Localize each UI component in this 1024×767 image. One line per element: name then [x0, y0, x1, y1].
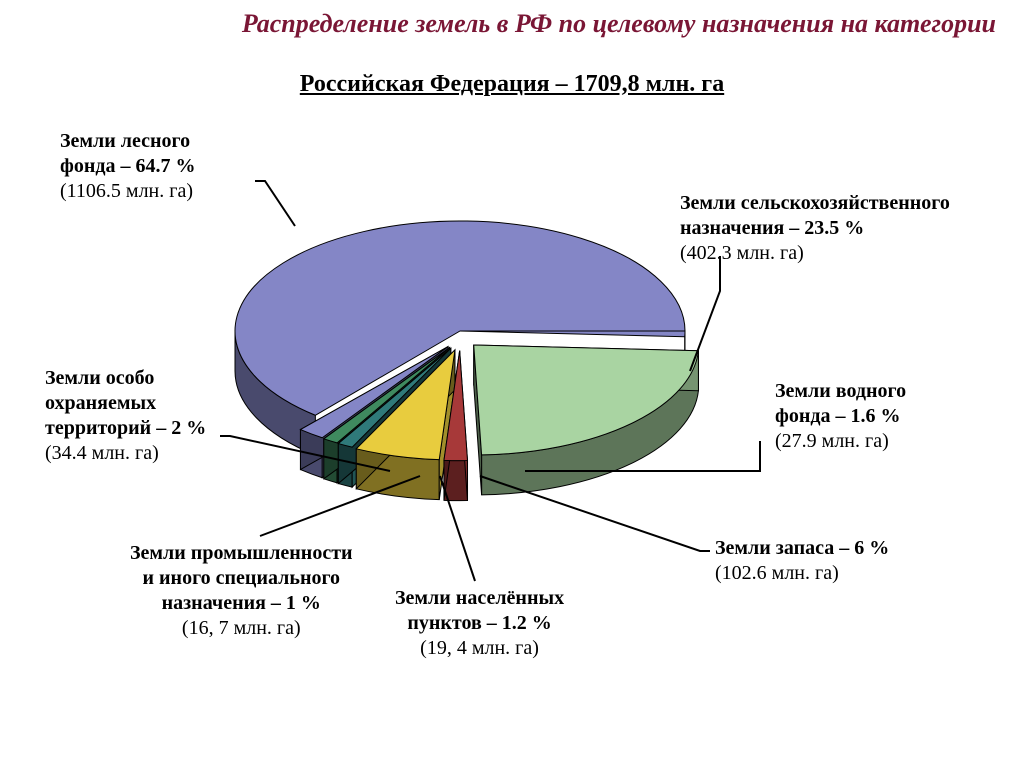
label-agri: Земли сельскохозяйственногоназначения – … — [680, 191, 950, 266]
label-water: Земли водногофонда – 1.6 %(27.9 млн. га) — [775, 379, 906, 454]
label-industry: Земли промышленностии иного специального… — [130, 541, 353, 641]
label-line: фонда – 64.7 % — [60, 154, 195, 179]
label-detail: (27.9 млн. га) — [775, 429, 906, 454]
label-line: Земли особо — [45, 366, 206, 391]
label-detail: (402.3 млн. га) — [680, 241, 950, 266]
label-detail: (16, 7 млн. га) — [130, 616, 353, 641]
page-title: Распределение земель в РФ по целевому на… — [0, 0, 1024, 41]
label-forest: Земли лесногофонда – 64.7 %(1106.5 млн. … — [60, 129, 195, 204]
label-reserve: Земли запаса – 6 %(102.6 млн. га) — [715, 536, 889, 586]
page-title-text: Распределение земель в РФ по целевому на… — [242, 9, 996, 38]
label-detail: (19, 4 млн. га) — [395, 636, 564, 661]
label-line: Земли промышленности — [130, 541, 353, 566]
label-line: фонда – 1.6 % — [775, 404, 906, 429]
label-detail: (102.6 млн. га) — [715, 561, 889, 586]
label-line: назначения – 23.5 % — [680, 216, 950, 241]
label-line: Земли лесного — [60, 129, 195, 154]
label-line: охраняемых — [45, 391, 206, 416]
label-detail: (1106.5 млн. га) — [60, 179, 195, 204]
label-line: пунктов – 1.2 % — [395, 611, 564, 636]
label-protected: Земли особоохраняемыхтерриторий – 2 %(34… — [45, 366, 206, 466]
label-line: территорий – 2 % — [45, 416, 206, 441]
label-line: Земли сельскохозяйственного — [680, 191, 950, 216]
label-line: Земли населённых — [395, 586, 564, 611]
label-line: Земли запаса – 6 % — [715, 536, 889, 561]
label-line: и иного специального — [130, 566, 353, 591]
label-line: назначения – 1 % — [130, 591, 353, 616]
label-line: Земли водного — [775, 379, 906, 404]
label-settlements: Земли населённыхпунктов – 1.2 %(19, 4 мл… — [395, 586, 564, 661]
chart-area: Российская Федерация – 1709,8 млн. га Зе… — [0, 41, 1024, 741]
label-detail: (34.4 млн. га) — [45, 441, 206, 466]
